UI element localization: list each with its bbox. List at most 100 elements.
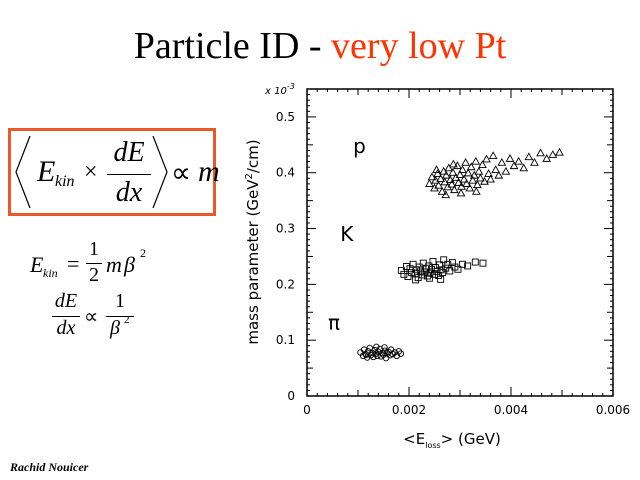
pion-point bbox=[397, 350, 405, 357]
proton-point bbox=[530, 157, 539, 166]
series-label: π bbox=[328, 311, 340, 335]
mass-symbol: m bbox=[106, 252, 122, 277]
y-axis-label-main: mass parameter (GeV bbox=[244, 179, 262, 345]
proton-point bbox=[480, 176, 489, 185]
exponent: 2 bbox=[124, 314, 130, 326]
pion-point bbox=[381, 344, 388, 351]
proton-point bbox=[441, 170, 451, 179]
proton-point bbox=[462, 179, 471, 187]
multiplier-base: x 10 bbox=[264, 86, 287, 97]
pion-point bbox=[395, 348, 403, 355]
x-tick-label: 0 bbox=[303, 403, 311, 417]
pion-point bbox=[363, 354, 371, 361]
proton-point bbox=[441, 190, 451, 199]
y-tick-label: 0.4 bbox=[276, 166, 295, 180]
fraction-bar bbox=[52, 316, 80, 317]
proton-point bbox=[449, 159, 458, 168]
proton-point bbox=[465, 183, 475, 192]
proton-point bbox=[536, 148, 545, 157]
x-axis-label-main: <E bbox=[403, 430, 425, 448]
proton-point bbox=[519, 163, 529, 172]
kin-subscript: kin bbox=[55, 173, 75, 190]
proton-point bbox=[484, 169, 493, 177]
energy-symbol: E bbox=[37, 155, 56, 188]
kaon-point bbox=[479, 259, 487, 267]
series-label: K bbox=[340, 222, 354, 246]
y-tick-label: 0.2 bbox=[276, 277, 295, 291]
kaon-point bbox=[397, 266, 405, 274]
proton-point bbox=[482, 154, 491, 163]
proton-point bbox=[433, 169, 442, 177]
proton-point bbox=[514, 156, 524, 165]
proportional-symbol: ∝ bbox=[171, 158, 192, 189]
proton-point bbox=[548, 150, 558, 158]
fraction-denominator: 2 bbox=[89, 264, 99, 286]
proton-point bbox=[471, 156, 481, 165]
title-main: Particle ID - bbox=[133, 25, 332, 67]
slide-title: Particle ID - very low Pt bbox=[0, 22, 640, 70]
fraction-numerator: 1 bbox=[115, 290, 125, 312]
y-tick-label: 0.3 bbox=[276, 222, 295, 236]
proton-point bbox=[431, 175, 440, 184]
author-name: Rachid Nouicer bbox=[10, 460, 89, 474]
kaon-point bbox=[415, 263, 423, 271]
mass-symbol: m bbox=[198, 155, 220, 188]
y-axis-label-sup: 2 bbox=[244, 173, 255, 179]
kaon-point bbox=[464, 262, 472, 270]
kaon-point bbox=[404, 273, 412, 280]
proton-point bbox=[440, 177, 450, 186]
kaon-point bbox=[437, 275, 445, 283]
kaon-point bbox=[454, 265, 462, 273]
kaon-point bbox=[446, 267, 454, 275]
times-symbol: × bbox=[84, 159, 98, 185]
pion-point bbox=[391, 349, 398, 356]
proton-point bbox=[425, 179, 434, 187]
kaon-point bbox=[459, 260, 466, 268]
proton-point bbox=[468, 175, 478, 184]
kaon-point bbox=[471, 258, 479, 266]
y-tick-label: 0.5 bbox=[276, 110, 295, 124]
pion-point bbox=[362, 351, 370, 358]
dedx-formula: dE dx ∝ 1 β 2 bbox=[52, 290, 172, 346]
fraction-numerator: dE bbox=[113, 137, 145, 168]
proton-point bbox=[456, 188, 466, 197]
y-axis-label: mass parameter (GeV2/cm) bbox=[244, 139, 262, 344]
proton-point bbox=[469, 170, 479, 179]
proton-point bbox=[455, 170, 465, 179]
proton-point bbox=[432, 165, 441, 173]
proton-point bbox=[491, 165, 501, 173]
x-axis-label-end: > (GeV) bbox=[441, 430, 501, 448]
kaon-point bbox=[426, 269, 434, 277]
proton-point bbox=[459, 174, 469, 183]
kinetic-energy-formula: E kin = 1 2 m β 2 bbox=[30, 236, 170, 292]
proton-point bbox=[448, 168, 458, 176]
fraction-numerator: 1 bbox=[89, 238, 99, 260]
kaon-point bbox=[429, 258, 437, 265]
fraction-bar bbox=[86, 263, 102, 264]
kaon-point bbox=[412, 276, 420, 284]
energy-symbol: E bbox=[30, 252, 44, 277]
fraction-denominator: dx bbox=[115, 177, 143, 208]
proton-point bbox=[505, 154, 515, 162]
kaon-point bbox=[425, 274, 433, 282]
angle-brackets-icon bbox=[15, 135, 168, 209]
multiplier-exponent: -3 bbox=[287, 82, 295, 91]
proton-point bbox=[542, 154, 552, 162]
fraction-bar bbox=[106, 316, 134, 317]
beta-symbol: β bbox=[110, 317, 120, 339]
proton-point bbox=[486, 174, 495, 183]
x-tick-label: 0.004 bbox=[494, 403, 528, 417]
exponent: 2 bbox=[140, 246, 146, 260]
proton-point bbox=[463, 168, 473, 177]
proton-point bbox=[471, 186, 481, 195]
pion-point bbox=[389, 350, 396, 358]
proton-point bbox=[497, 157, 507, 166]
axis-multiplier: x 10-3 bbox=[264, 82, 295, 97]
proportional-symbol: ∝ bbox=[84, 306, 99, 328]
kaon-point bbox=[444, 260, 452, 268]
proton-point bbox=[444, 163, 454, 172]
proton-point bbox=[437, 186, 447, 195]
title-accent: very low Pt bbox=[331, 25, 507, 67]
x-axis-label-sub: loss bbox=[425, 441, 440, 450]
